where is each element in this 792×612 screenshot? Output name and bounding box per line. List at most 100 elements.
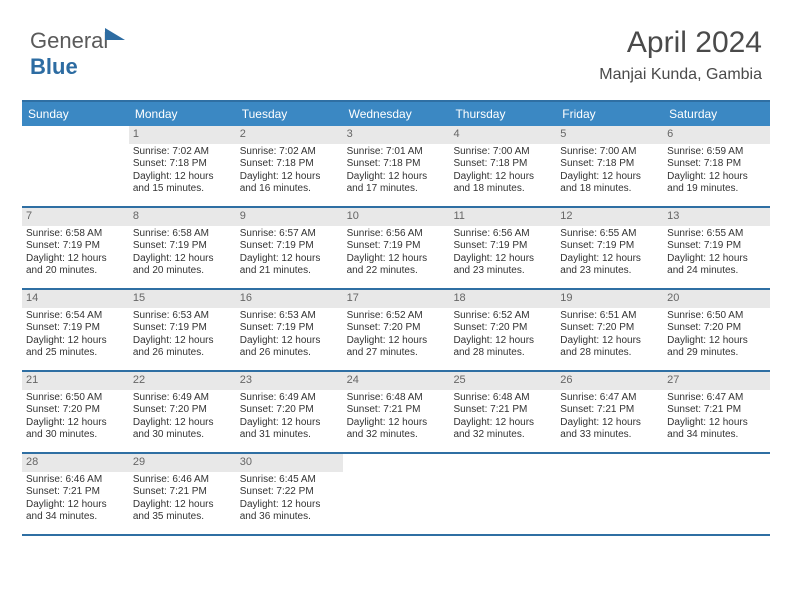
calendar-day-cell: 27Sunrise: 6:47 AMSunset: 7:21 PMDayligh… [663,372,770,452]
dow-sun: Sunday [22,102,129,126]
day-line-dl2: and 34 minutes. [26,511,125,524]
day-body: Sunrise: 6:58 AMSunset: 7:19 PMDaylight:… [129,226,236,282]
day-body: Sunrise: 6:53 AMSunset: 7:19 PMDaylight:… [236,308,343,364]
calendar-day-cell: 17Sunrise: 6:52 AMSunset: 7:20 PMDayligh… [343,290,450,370]
calendar-day-cell: 16Sunrise: 6:53 AMSunset: 7:19 PMDayligh… [236,290,343,370]
day-body: Sunrise: 6:46 AMSunset: 7:21 PMDaylight:… [129,472,236,528]
day-line-ss: Sunset: 7:19 PM [133,322,232,335]
calendar-day-cell: 20Sunrise: 6:50 AMSunset: 7:20 PMDayligh… [663,290,770,370]
day-line-dl2: and 26 minutes. [133,347,232,360]
day-line-dl1: Daylight: 12 hours [560,253,659,266]
day-line-ss: Sunset: 7:18 PM [667,158,766,171]
day-line-ss: Sunset: 7:19 PM [347,240,446,253]
day-line-dl1: Daylight: 12 hours [453,417,552,430]
day-number: 4 [449,126,556,144]
day-line-dl1: Daylight: 12 hours [347,253,446,266]
day-line-ss: Sunset: 7:21 PM [133,486,232,499]
day-line-sr: Sunrise: 6:53 AM [133,310,232,323]
calendar-header-row: Sunday Monday Tuesday Wednesday Thursday… [22,100,770,126]
day-line-dl2: and 35 minutes. [133,511,232,524]
day-body: Sunrise: 6:47 AMSunset: 7:21 PMDaylight:… [556,390,663,446]
day-line-ss: Sunset: 7:21 PM [26,486,125,499]
day-line-dl1: Daylight: 12 hours [667,171,766,184]
dow-sat: Saturday [663,102,770,126]
day-line-ss: Sunset: 7:19 PM [133,240,232,253]
day-line-dl2: and 17 minutes. [347,183,446,196]
calendar-day-cell: 1Sunrise: 7:02 AMSunset: 7:18 PMDaylight… [129,126,236,206]
day-line-ss: Sunset: 7:20 PM [560,322,659,335]
day-number: 1 [129,126,236,144]
day-line-sr: Sunrise: 6:47 AM [667,392,766,405]
calendar-day-cell: 10Sunrise: 6:56 AMSunset: 7:19 PMDayligh… [343,208,450,288]
day-line-dl1: Daylight: 12 hours [133,335,232,348]
day-number: 9 [236,208,343,226]
dow-fri: Friday [556,102,663,126]
day-line-sr: Sunrise: 6:58 AM [133,228,232,241]
calendar-day-cell [663,454,770,534]
calendar-day-cell: 18Sunrise: 6:52 AMSunset: 7:20 PMDayligh… [449,290,556,370]
day-number: 11 [449,208,556,226]
calendar-day-cell: 8Sunrise: 6:58 AMSunset: 7:19 PMDaylight… [129,208,236,288]
day-line-dl2: and 29 minutes. [667,347,766,360]
day-line-ss: Sunset: 7:19 PM [240,322,339,335]
day-body: Sunrise: 6:59 AMSunset: 7:18 PMDaylight:… [663,144,770,200]
calendar: Sunday Monday Tuesday Wednesday Thursday… [22,100,770,536]
day-line-sr: Sunrise: 6:50 AM [26,392,125,405]
dow-thu: Thursday [449,102,556,126]
day-body: Sunrise: 7:00 AMSunset: 7:18 PMDaylight:… [449,144,556,200]
day-line-dl1: Daylight: 12 hours [26,335,125,348]
day-line-dl2: and 27 minutes. [347,347,446,360]
calendar-day-cell: 23Sunrise: 6:49 AMSunset: 7:20 PMDayligh… [236,372,343,452]
calendar-day-cell: 2Sunrise: 7:02 AMSunset: 7:18 PMDaylight… [236,126,343,206]
day-line-dl1: Daylight: 12 hours [347,335,446,348]
calendar-day-cell: 13Sunrise: 6:55 AMSunset: 7:19 PMDayligh… [663,208,770,288]
calendar-day-cell: 11Sunrise: 6:56 AMSunset: 7:19 PMDayligh… [449,208,556,288]
calendar-day-cell: 22Sunrise: 6:49 AMSunset: 7:20 PMDayligh… [129,372,236,452]
day-line-ss: Sunset: 7:18 PM [347,158,446,171]
day-line-dl2: and 31 minutes. [240,429,339,442]
day-number: 5 [556,126,663,144]
calendar-day-cell: 4Sunrise: 7:00 AMSunset: 7:18 PMDaylight… [449,126,556,206]
day-line-dl2: and 26 minutes. [240,347,339,360]
day-line-sr: Sunrise: 6:55 AM [560,228,659,241]
day-number: 16 [236,290,343,308]
day-line-dl2: and 22 minutes. [347,265,446,278]
calendar-day-cell: 28Sunrise: 6:46 AMSunset: 7:21 PMDayligh… [22,454,129,534]
day-line-ss: Sunset: 7:19 PM [667,240,766,253]
day-line-dl2: and 24 minutes. [667,265,766,278]
day-body: Sunrise: 7:02 AMSunset: 7:18 PMDaylight:… [129,144,236,200]
day-body: Sunrise: 7:01 AMSunset: 7:18 PMDaylight:… [343,144,450,200]
day-body: Sunrise: 6:49 AMSunset: 7:20 PMDaylight:… [129,390,236,446]
day-line-dl2: and 34 minutes. [667,429,766,442]
day-line-dl2: and 32 minutes. [453,429,552,442]
day-line-dl2: and 32 minutes. [347,429,446,442]
calendar-day-cell: 26Sunrise: 6:47 AMSunset: 7:21 PMDayligh… [556,372,663,452]
day-line-dl1: Daylight: 12 hours [347,417,446,430]
day-line-dl1: Daylight: 12 hours [560,417,659,430]
day-line-ss: Sunset: 7:20 PM [240,404,339,417]
calendar-day-cell: 12Sunrise: 6:55 AMSunset: 7:19 PMDayligh… [556,208,663,288]
day-line-sr: Sunrise: 7:00 AM [453,146,552,159]
day-body: Sunrise: 6:53 AMSunset: 7:19 PMDaylight:… [129,308,236,364]
day-line-sr: Sunrise: 6:57 AM [240,228,339,241]
day-number: 7 [22,208,129,226]
day-line-sr: Sunrise: 7:01 AM [347,146,446,159]
day-line-sr: Sunrise: 6:56 AM [453,228,552,241]
calendar-day-cell: 25Sunrise: 6:48 AMSunset: 7:21 PMDayligh… [449,372,556,452]
day-body: Sunrise: 7:02 AMSunset: 7:18 PMDaylight:… [236,144,343,200]
day-line-dl1: Daylight: 12 hours [453,335,552,348]
calendar-day-cell: 24Sunrise: 6:48 AMSunset: 7:21 PMDayligh… [343,372,450,452]
day-number: 28 [22,454,129,472]
day-number: 19 [556,290,663,308]
day-line-ss: Sunset: 7:21 PM [560,404,659,417]
day-number: 6 [663,126,770,144]
day-line-dl1: Daylight: 12 hours [133,171,232,184]
day-line-ss: Sunset: 7:20 PM [133,404,232,417]
day-line-dl2: and 16 minutes. [240,183,339,196]
calendar-day-cell: 15Sunrise: 6:53 AMSunset: 7:19 PMDayligh… [129,290,236,370]
day-line-sr: Sunrise: 6:49 AM [240,392,339,405]
day-line-dl2: and 30 minutes. [133,429,232,442]
day-number: 20 [663,290,770,308]
day-line-sr: Sunrise: 6:51 AM [560,310,659,323]
day-line-ss: Sunset: 7:20 PM [667,322,766,335]
